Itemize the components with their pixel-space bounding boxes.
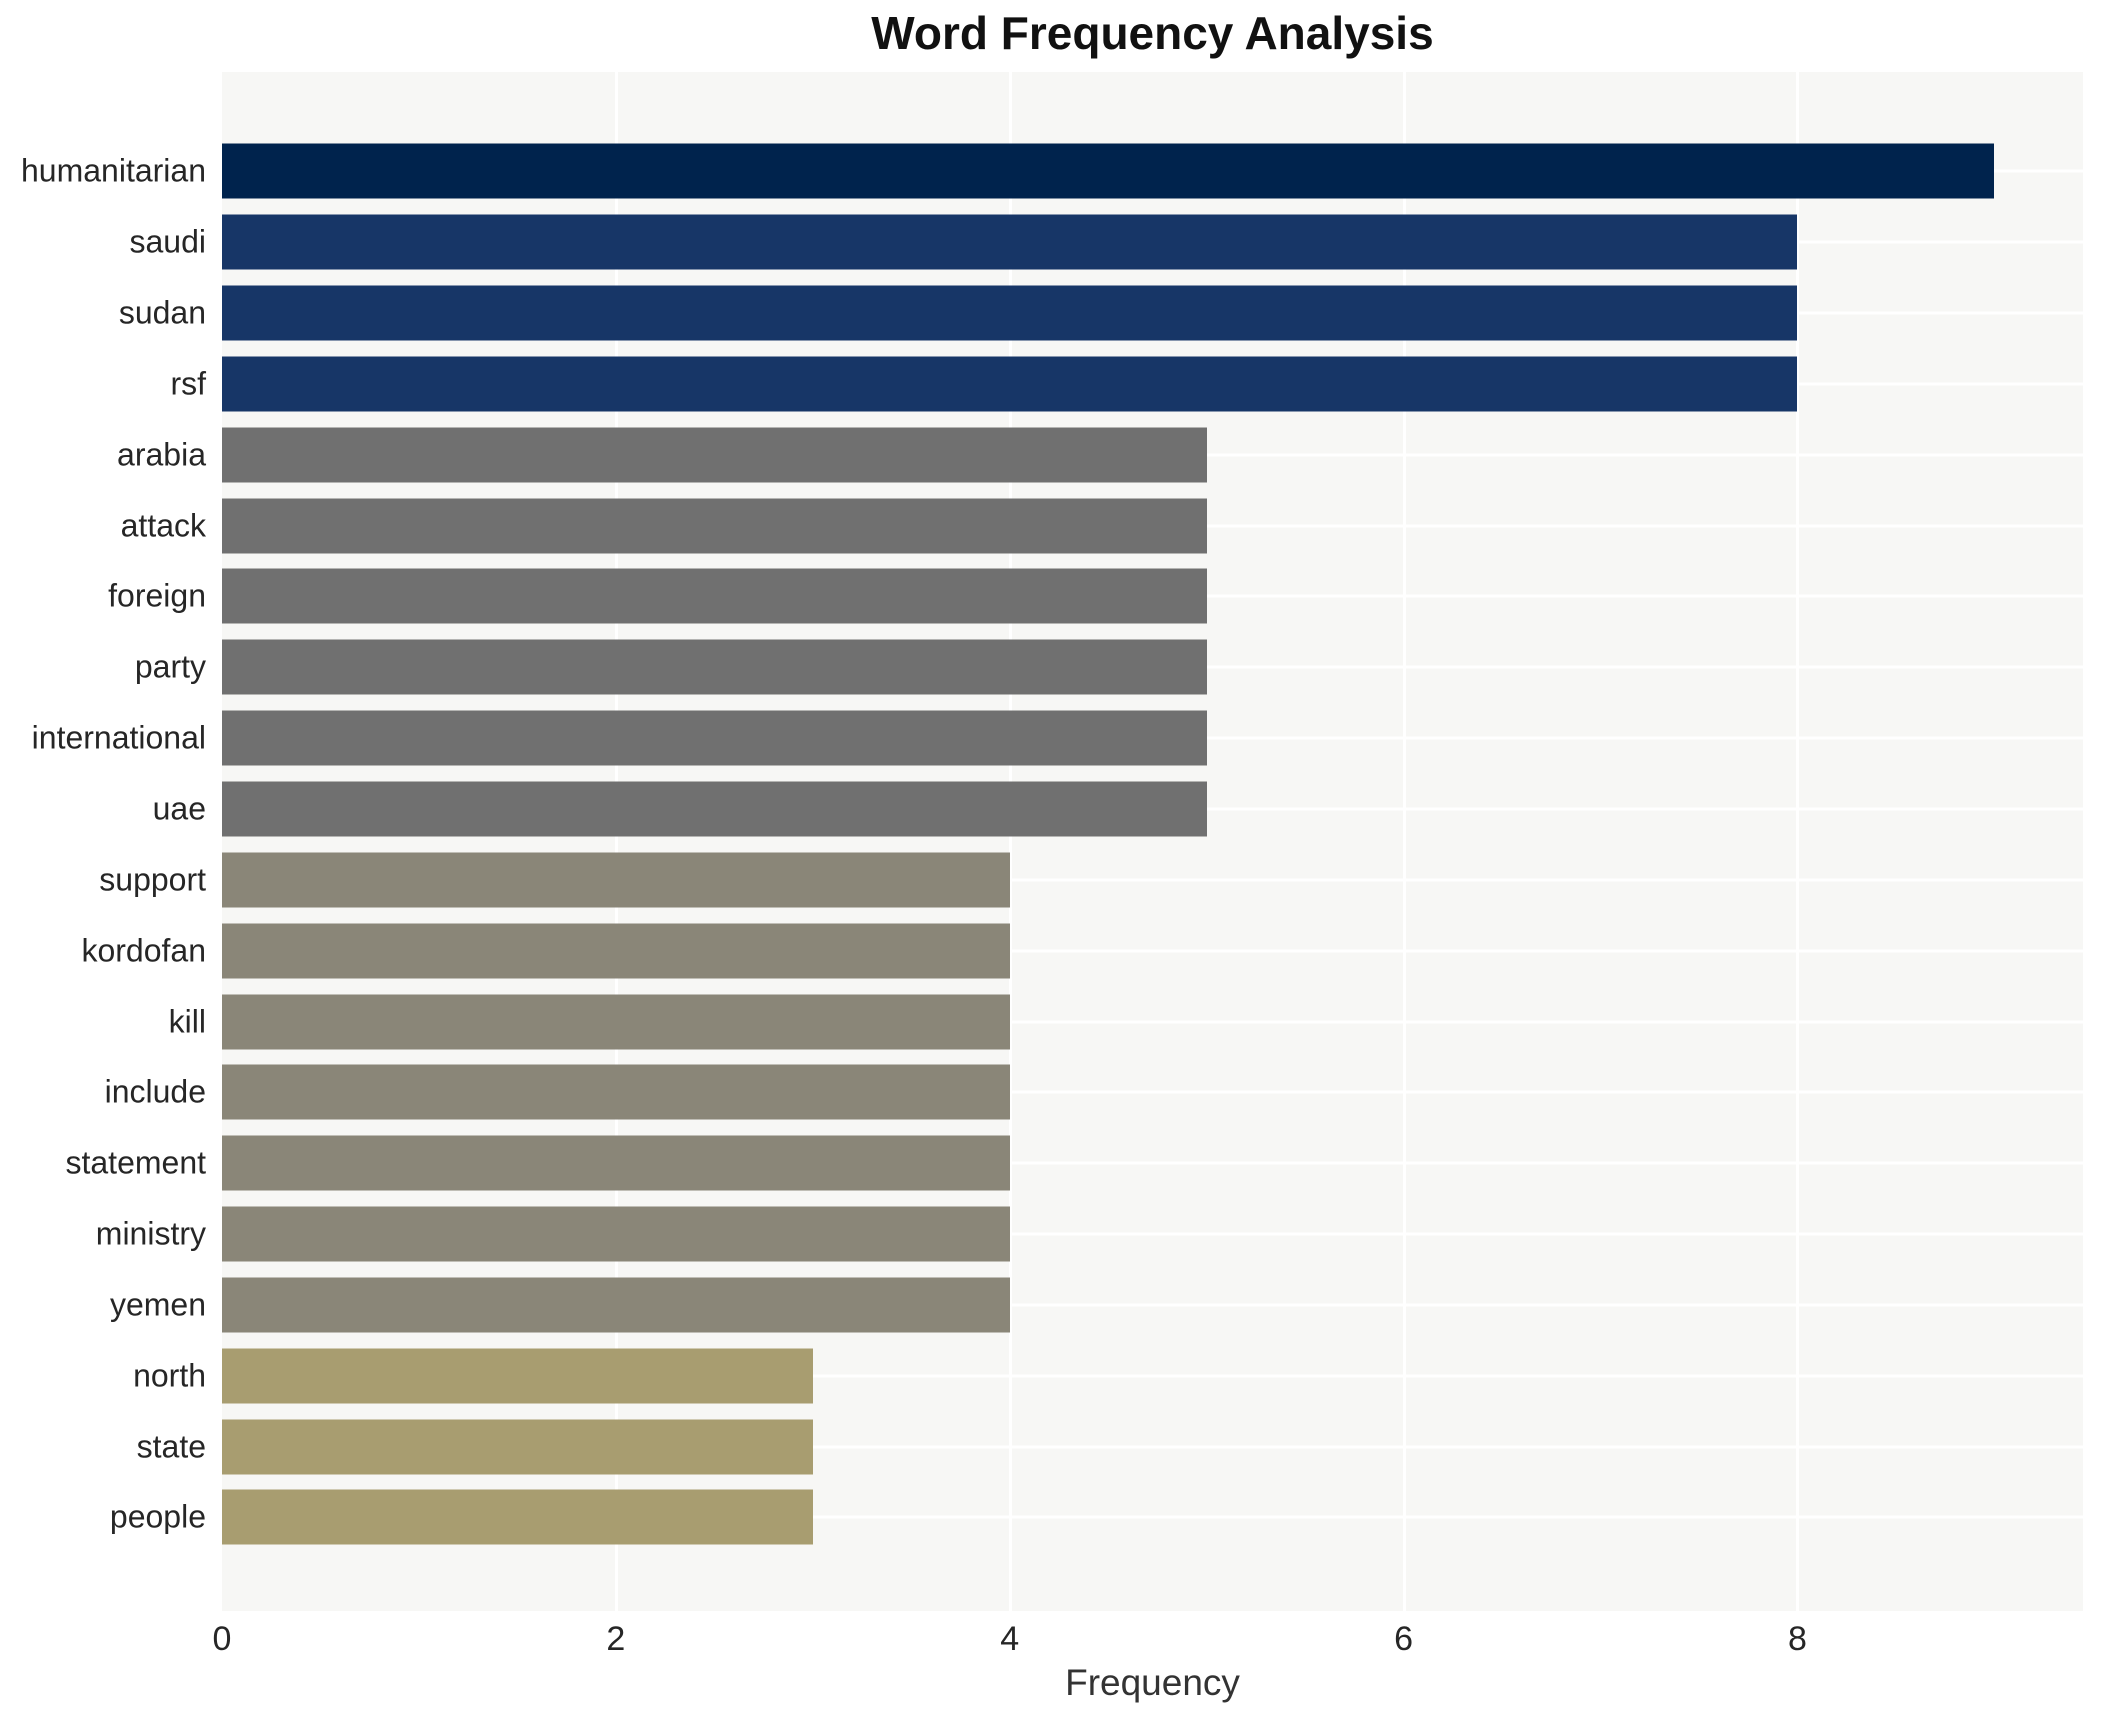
bar-row: include (105, 1057, 2083, 1128)
x-tick-label: 0 (212, 1620, 232, 1658)
x-tick-label: 4 (1000, 1620, 1020, 1658)
bar (222, 1277, 1010, 1333)
horizontal-gridline (222, 1515, 2083, 1519)
vertical-gridline (1008, 72, 1012, 1611)
y-tick-label: kordofan (81, 932, 206, 969)
x-axis-title: Frequency (1065, 1662, 1240, 1703)
horizontal-gridline (222, 1090, 2083, 1094)
bar-row: arabia (117, 419, 2083, 490)
bar (222, 852, 1010, 908)
bar (222, 214, 1798, 270)
plot-area: humanitarian saudi sudan rsf arabia attack for… (21, 72, 2083, 1611)
y-tick-label: yemen (109, 1286, 206, 1323)
horizontal-gridline (222, 1020, 2083, 1024)
y-tick-label: sudan (118, 294, 206, 331)
bar (222, 781, 1207, 837)
y-tick-label: saudi (129, 223, 207, 260)
x-tick-label: 8 (1787, 1620, 1807, 1658)
y-tick-label: ministry (95, 1215, 206, 1252)
horizontal-gridline (222, 1303, 2083, 1307)
bar-row: yemen (110, 1270, 2083, 1341)
y-tick-label: include (104, 1073, 206, 1110)
bar (222, 923, 1010, 979)
bar-row: people (110, 1482, 2083, 1553)
bar (222, 498, 1207, 554)
bar-row: uae (153, 774, 2083, 845)
bar-row: statement (65, 1128, 2083, 1199)
bar (222, 1489, 813, 1545)
y-tick-label: people (109, 1498, 206, 1535)
horizontal-gridline (222, 1374, 2083, 1378)
bar (222, 143, 1995, 199)
bar (222, 356, 1798, 412)
vertical-gridline (614, 72, 618, 1611)
bar-rows: humanitarian saudi sudan rsf arabia attack for… (21, 72, 2083, 1611)
bar-row: international (32, 703, 2083, 774)
chart-title: Word Frequency Analysis (871, 7, 1434, 59)
bar (222, 285, 1798, 341)
bar (222, 427, 1207, 483)
bar (222, 1419, 813, 1475)
vertical-gridline (1796, 72, 1800, 1611)
bar-row: kordofan (81, 915, 2083, 986)
bar (222, 1348, 813, 1404)
bar (222, 1064, 1010, 1120)
y-tick-label: humanitarian (21, 152, 206, 189)
bar-row: party (135, 632, 2083, 703)
y-tick-label: kill (168, 1003, 206, 1040)
bar-row: attack (121, 490, 2083, 561)
y-tick-label: party (134, 648, 206, 685)
x-tick-label: 6 (1394, 1620, 1414, 1658)
bar-row: north (133, 1340, 2083, 1411)
vertical-gridline (1402, 72, 1406, 1611)
bar-row: support (99, 844, 2083, 915)
horizontal-gridline (222, 878, 2083, 882)
bar-row: humanitarian (21, 136, 2083, 207)
y-tick-label: state (136, 1428, 206, 1465)
x-tick-label: 2 (606, 1620, 626, 1658)
bar-row: sudan (119, 278, 2083, 349)
y-tick-label: rsf (170, 365, 206, 402)
y-tick-label: north (133, 1357, 206, 1394)
bar-row: state (137, 1411, 2083, 1482)
y-tick-label: foreign (108, 577, 206, 614)
y-tick-label: attack (120, 507, 206, 544)
y-tick-label: uae (152, 790, 206, 827)
bar-row: rsf (170, 349, 2083, 420)
y-tick-label: support (99, 861, 206, 898)
bar (222, 1135, 1010, 1191)
y-tick-label: arabia (117, 436, 206, 473)
bar-row: saudi (130, 207, 2083, 278)
bar (222, 1206, 1010, 1262)
bar (222, 710, 1207, 766)
horizontal-gridline (222, 1161, 2083, 1165)
bar-row: ministry (96, 1199, 2083, 1270)
bar-row: kill (169, 986, 2083, 1057)
bar (222, 568, 1207, 624)
horizontal-gridline (222, 1232, 2083, 1236)
bar (222, 639, 1207, 695)
y-tick-label: international (31, 719, 206, 756)
horizontal-gridline (222, 949, 2083, 953)
y-tick-label: statement (65, 1144, 206, 1181)
bar-row: foreign (108, 561, 2083, 632)
horizontal-gridline (222, 1445, 2083, 1449)
bar (222, 994, 1010, 1050)
